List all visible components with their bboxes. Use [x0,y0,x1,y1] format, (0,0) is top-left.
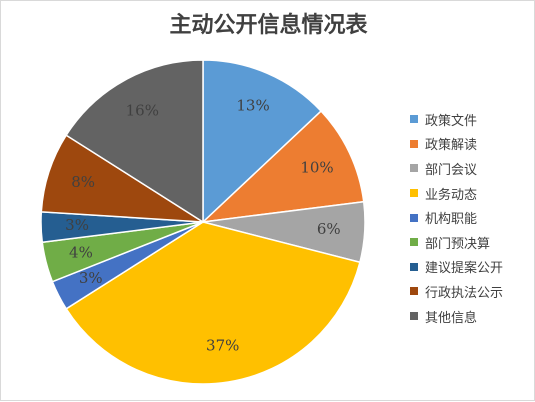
legend-label: 部门会议 [425,162,478,178]
legend-item-9: 其他信息 [410,304,503,329]
pie-slice-9 [65,59,204,224]
legend-label: 建议提案公开 [425,261,504,277]
pie-slice-1 [202,59,323,224]
legend-label: 政策文件 [425,113,478,129]
legend: 政策文件政策解读部门会议业务动态机构职能部门预决算建议提案公开 行政执法公示 其他信… [410,107,503,328]
legend-label: 其他信息 [425,310,478,326]
legend-label: 政策解读 [425,138,478,154]
legend-swatch [410,312,418,321]
legend-item-7: 建议提案公开 [410,255,503,280]
chart-title: 主动公开信息情况表 [169,13,368,38]
legend-item-3: 部门会议 [410,156,503,181]
slice-label-9: 16% [126,102,159,120]
legend-item-6: 部门预决算 [410,230,503,255]
legend-swatch [410,189,418,198]
slice-label-2: 10% [300,158,333,176]
slice-label-8: 8% [71,173,95,191]
legend-label: 部门预决算 [425,236,491,252]
slice-label-6: 4% [69,243,93,261]
legend-item-4: 业务动态 [410,181,503,206]
legend-label: 业务动态 [425,187,478,203]
slice-label-5: 3% [79,269,103,287]
legend-swatch [410,164,418,173]
legend-swatch [410,213,418,222]
legend-item-2: 政策解读 [410,132,503,157]
legend-swatch [410,262,418,271]
legend-item-8: 行政执法公示 [410,279,503,304]
legend-swatch [410,115,418,124]
slice-label-4: 37% [206,336,239,354]
legend-swatch [410,139,418,148]
legend-label: 机构职能 [425,212,478,228]
slice-label-3: 6% [317,220,341,238]
legend-item-1: 政策文件 [410,107,503,132]
legend-item-5: 机构职能 [410,205,503,230]
legend-swatch [410,287,418,296]
slice-label-1: 13% [236,96,269,114]
legend-swatch [410,238,418,247]
pie-slice-2 [200,110,365,224]
slice-label-7: 3% [65,216,89,234]
legend-label: 行政执法公示 [425,285,504,301]
